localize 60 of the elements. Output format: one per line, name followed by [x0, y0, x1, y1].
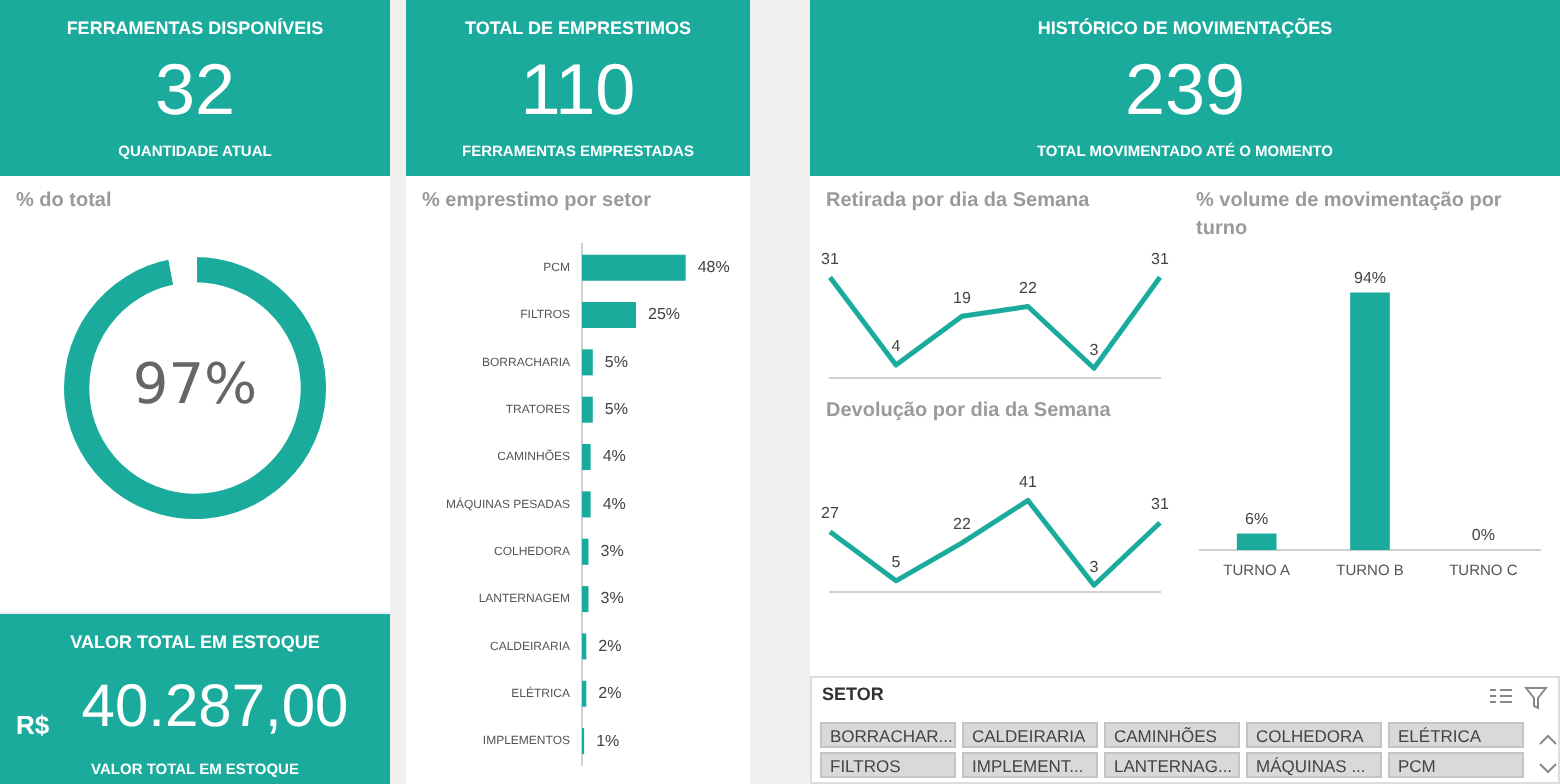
data-label: 3%	[600, 542, 624, 561]
data-label: 22	[953, 515, 972, 534]
text: FILTROS	[820, 752, 956, 778]
chart-title: % do total	[16, 188, 114, 216]
bar	[582, 491, 591, 518]
text: COLHEDORA	[1246, 722, 1382, 748]
data-label: 5%	[604, 400, 628, 419]
text: IMPLEMENT...	[962, 752, 1098, 778]
text: SETOR	[822, 684, 884, 704]
data-label: 5%	[604, 352, 628, 371]
data-label: 2%	[598, 636, 622, 655]
text: VALOR TOTAL EM ESTOQUE	[68, 632, 322, 652]
text: FERRAMENTAS DISPONÍVEIS	[64, 18, 326, 38]
data-label: 19	[953, 288, 972, 307]
text: CALDEIRARIA	[962, 722, 1098, 748]
chart-title: % volume de movimentação por turno	[1196, 188, 1504, 244]
data-label: 3	[1089, 340, 1100, 359]
text: 97%	[132, 350, 258, 417]
data-label: 6%	[1245, 509, 1269, 528]
data-label: 4%	[602, 494, 626, 513]
data-label: 41	[1019, 472, 1038, 491]
data-label: 48%	[697, 258, 730, 277]
text: TOTAL DE EMPRESTIMOS	[462, 18, 693, 38]
text: CAMINHÕES	[1104, 722, 1240, 748]
data-label: 3%	[600, 589, 624, 608]
data-label: 0%	[1471, 526, 1495, 545]
bar	[582, 538, 589, 565]
data-label: 1%	[596, 731, 620, 750]
data-label: 4%	[602, 447, 626, 466]
data-label: 31	[1151, 495, 1170, 514]
data-label: 31	[1151, 249, 1170, 268]
text: BORRACHAR...	[820, 722, 956, 748]
bar	[582, 586, 589, 613]
data-label: 3	[1089, 557, 1100, 576]
text: 32	[152, 48, 238, 130]
bar	[582, 396, 593, 423]
text: ELÉTRICA	[1388, 722, 1524, 748]
text: R$	[16, 708, 50, 744]
data-label: 22	[1019, 278, 1038, 297]
bar	[582, 444, 591, 471]
chart-title: Devolução por dia da Semana	[826, 398, 1113, 426]
data-label: 5	[891, 553, 902, 572]
text: PCM	[1388, 752, 1524, 778]
text: MÁQUINAS ...	[1246, 752, 1382, 778]
text: LANTERNAG...	[1104, 752, 1240, 778]
data-label: 27	[821, 504, 840, 523]
bar	[582, 254, 686, 281]
bar	[582, 349, 593, 376]
data-label: 2%	[598, 684, 622, 703]
text: 40.287,00	[81, 674, 349, 740]
data-label: 4	[891, 337, 902, 356]
data-label: 94%	[1353, 268, 1387, 287]
chart-title: % emprestimo por setor	[422, 188, 653, 216]
text: HISTÓRICO DE MOVIMENTAÇÕES	[1035, 18, 1335, 38]
data-label: 31	[821, 249, 840, 268]
bar	[582, 302, 636, 329]
text: 239	[1122, 48, 1248, 130]
chart-title: Retirada por dia da Semana	[826, 188, 1092, 216]
text: 110	[518, 48, 638, 130]
data-label: 25%	[648, 305, 681, 324]
